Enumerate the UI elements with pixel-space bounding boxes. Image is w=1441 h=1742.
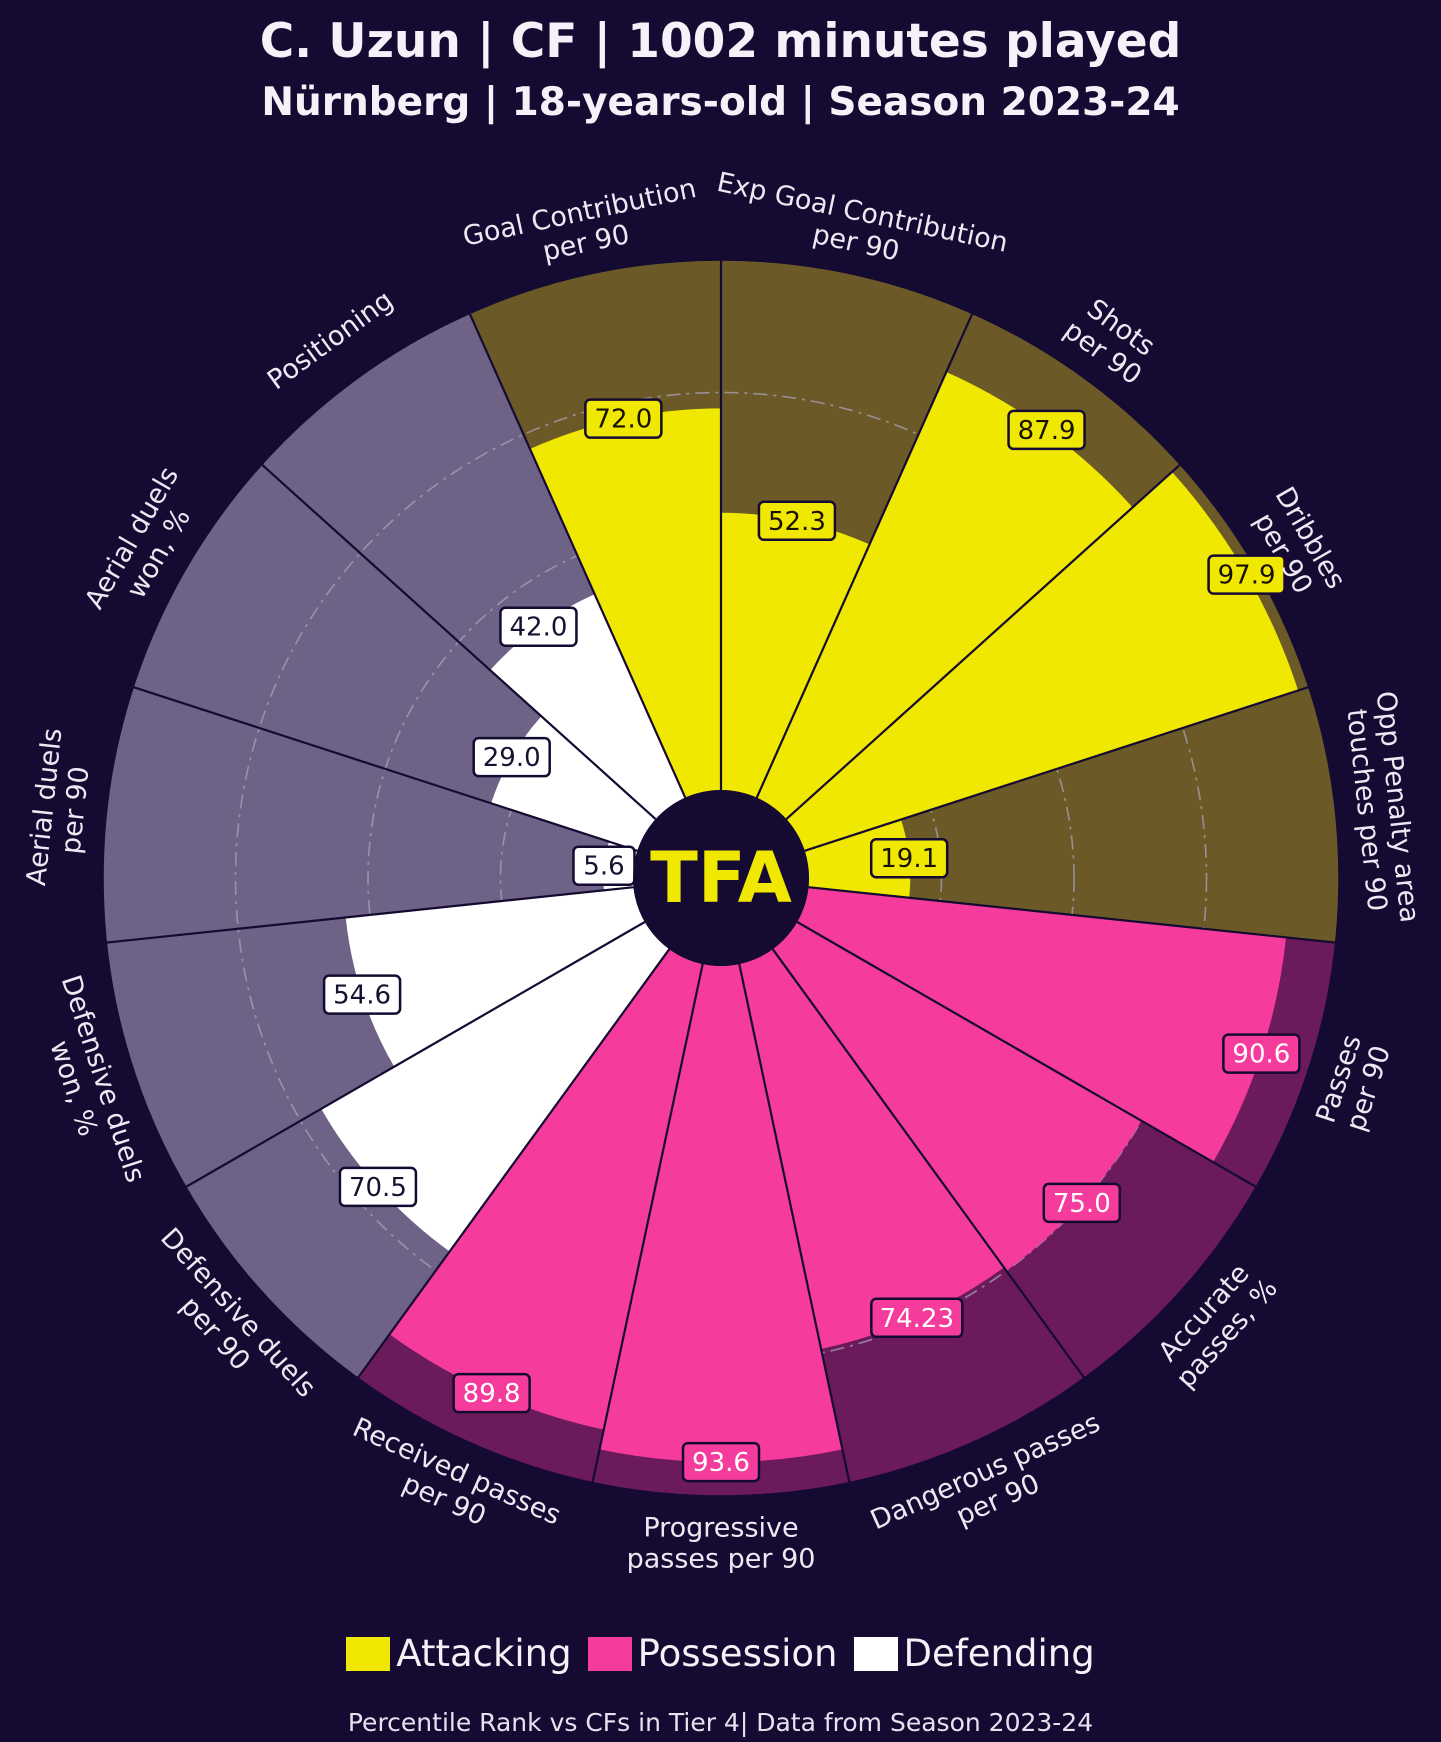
value-label-text: 29.0 bbox=[483, 743, 541, 773]
value-label-accurate-passes: 75.0 bbox=[1042, 1182, 1122, 1224]
param-label-aerial-duels-per-90: Aerial duelsper 90 bbox=[21, 727, 99, 891]
value-label-dangerous-passes-per-90: 74.23 bbox=[870, 1297, 964, 1339]
separator-line bbox=[804, 685, 1310, 852]
param-label-progressive-passes-per-90: Progressive passes per 90 bbox=[627, 1513, 816, 1575]
value-label-box bbox=[1007, 409, 1086, 451]
legend-swatch-defending bbox=[853, 1636, 898, 1671]
value-label-box bbox=[869, 837, 949, 879]
value-label-received-passes-per-90: 89.8 bbox=[452, 1372, 531, 1414]
value-label-shots-per-90: 87.9 bbox=[1007, 409, 1086, 451]
bg-wedge-aerial-duels-per-90 bbox=[102, 687, 638, 943]
legend-item-attacking: Attacking bbox=[346, 1632, 572, 1675]
value-label-text: 42.0 bbox=[509, 613, 567, 643]
value-label-dribbles-per-90: 97.9 bbox=[1207, 554, 1286, 595]
separator-line bbox=[132, 685, 638, 852]
value-wedge-passes-per-90 bbox=[797, 887, 1287, 1163]
value-label-exp-goal-contribution-per-90: 52.3 bbox=[757, 500, 837, 542]
legend-swatch-possession bbox=[587, 1636, 632, 1671]
value-label-opp-penalty-area-touches-per-90: 19.1 bbox=[869, 837, 949, 879]
footer-note: Percentile Rank vs CFs in Tier 4| Data f… bbox=[347, 1708, 1094, 1737]
value-label-text: 75.0 bbox=[1053, 1189, 1111, 1219]
value-label-box bbox=[870, 1297, 964, 1339]
value-labels: 72.0 52.3 87.9 97.9 19.1 90.6 75.0 74.23 93.6 89.… bbox=[322, 398, 1301, 1483]
value-label-text: 93.6 bbox=[692, 1448, 750, 1478]
param-label-line: passes per 90 bbox=[627, 1544, 816, 1575]
value-label-box bbox=[1042, 1182, 1122, 1224]
center-logo-group: TFA bbox=[633, 790, 809, 966]
separator-line bbox=[808, 886, 1336, 944]
value-label-box bbox=[472, 736, 551, 778]
chart-subtitle: Nürnberg | 18-years-old | Season 2023-24 bbox=[261, 80, 1180, 125]
legend-label-attacking: Attacking bbox=[396, 1632, 572, 1675]
separator-line bbox=[468, 312, 687, 799]
separator-line bbox=[261, 463, 657, 820]
value-label-progressive-passes-per-90: 93.6 bbox=[681, 1441, 761, 1483]
outer-ring bbox=[102, 259, 1340, 1497]
param-label-opp-penalty-area-touches-per-90: Opp Penalty areatouches per 90 bbox=[1339, 690, 1425, 928]
value-label-passes-per-90: 90.6 bbox=[1222, 1033, 1301, 1074]
separator-line bbox=[106, 886, 634, 944]
value-label-text: 19.1 bbox=[880, 844, 938, 874]
value-wedge-dribbles-per-90 bbox=[786, 471, 1299, 851]
value-label-text: 87.9 bbox=[1018, 416, 1076, 446]
value-label-box bbox=[452, 1372, 531, 1414]
value-wedge-shots-per-90 bbox=[756, 372, 1133, 820]
value-label-defensive-duels-won: 54.6 bbox=[322, 974, 402, 1015]
value-label-box bbox=[499, 606, 578, 647]
legend-swatch-attacking bbox=[346, 1636, 391, 1671]
value-label-box bbox=[584, 398, 663, 439]
separator-line bbox=[738, 963, 851, 1483]
chart-title: C. Uzun | CF | 1002 minutes played bbox=[259, 14, 1182, 69]
separator-line bbox=[356, 948, 671, 1379]
value-wedge-dangerous-passes-per-90 bbox=[739, 949, 1004, 1349]
legend-label-possession: Possession bbox=[637, 1632, 838, 1675]
value-label-text: 5.6 bbox=[583, 852, 624, 882]
value-label-box bbox=[322, 974, 402, 1015]
separator-line bbox=[185, 921, 646, 1188]
value-label-positioning: 42.0 bbox=[499, 606, 578, 647]
param-label-line: Progressive bbox=[643, 1513, 798, 1544]
legend-item-defending: Defending bbox=[853, 1632, 1095, 1675]
legend-item-possession: Possession bbox=[587, 1632, 838, 1675]
value-label-text: 97.9 bbox=[1218, 561, 1276, 591]
separator-line bbox=[785, 463, 1181, 820]
value-label-text: 54.6 bbox=[333, 981, 391, 1011]
value-wedge-goal-contribution-per-90 bbox=[529, 408, 721, 798]
value-label-text: 89.8 bbox=[463, 1379, 521, 1409]
separator-line bbox=[796, 921, 1257, 1188]
value-label-text: 70.5 bbox=[349, 1173, 407, 1203]
value-label-box bbox=[681, 1441, 761, 1483]
separator-line bbox=[771, 948, 1086, 1379]
bg-wedge-opp-penalty-area-touches-per-90 bbox=[804, 687, 1339, 943]
legend-label-defending: Defending bbox=[903, 1632, 1095, 1675]
value-wedge-exp-goal-contribution-per-90 bbox=[721, 512, 870, 798]
center-circle bbox=[633, 790, 809, 966]
value-label-text: 72.0 bbox=[594, 405, 652, 435]
value-label-goal-contribution-per-90: 72.0 bbox=[584, 398, 663, 439]
value-label-text: 52.3 bbox=[768, 507, 826, 537]
param-label-passes-per-90: Passesper 90 bbox=[1310, 1031, 1397, 1136]
separator-line bbox=[755, 312, 974, 799]
wedge-separators bbox=[102, 259, 1340, 1497]
logo-text: TFA bbox=[650, 837, 792, 919]
separator-line bbox=[591, 963, 704, 1483]
value-wedge-defensive-duels-won bbox=[345, 887, 645, 1067]
value-label-text: 90.6 bbox=[1232, 1040, 1290, 1070]
value-label-aerial-duels-per-90: 5.6 bbox=[572, 845, 636, 886]
value-label-box bbox=[1222, 1033, 1301, 1074]
value-label-box bbox=[757, 500, 837, 542]
legend: Attacking Possession Defending bbox=[0, 1632, 1441, 1675]
value-label-box bbox=[1207, 554, 1286, 595]
value-label-box bbox=[338, 1166, 418, 1208]
value-wedge-positioning bbox=[490, 594, 686, 820]
value-label-defensive-duels-per-90: 70.5 bbox=[338, 1166, 418, 1208]
value-label-text: 74.23 bbox=[880, 1304, 954, 1334]
value-wedge-progressive-passes-per-90 bbox=[599, 964, 843, 1463]
value-wedge-received-passes-per-90 bbox=[389, 949, 703, 1430]
value-label-aerial-duels-won: 29.0 bbox=[472, 736, 551, 778]
